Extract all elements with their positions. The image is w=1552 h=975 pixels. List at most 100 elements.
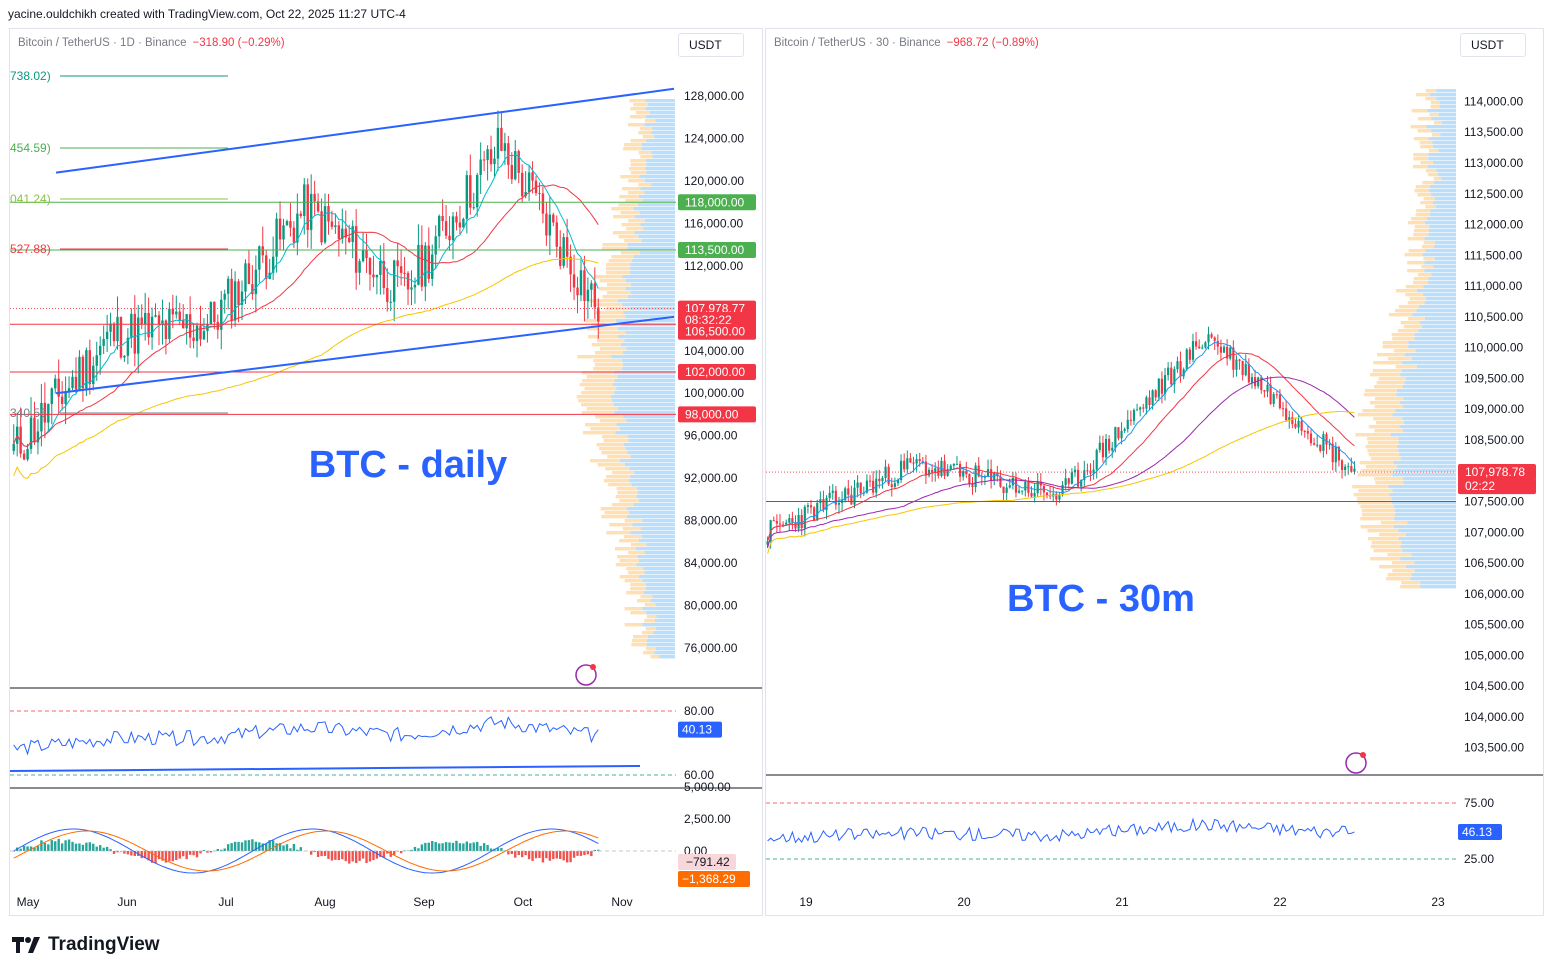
volume-profile-bar-down (642, 519, 675, 523)
candle-body (548, 214, 552, 236)
volume-profile-bar-up (1368, 453, 1400, 457)
candle-body (859, 482, 862, 494)
volume-profile-bar-down (626, 419, 675, 423)
macd-histogram-bar (562, 851, 565, 861)
volume-profile-bar-down (1391, 497, 1456, 501)
candle-body (1309, 433, 1313, 444)
volume-profile-bar-down (627, 243, 675, 247)
left-chart-panel[interactable]: Bitcoin / TetherUS · 1D · Binance −318.90… (9, 28, 763, 916)
volume-profile-bar-down (641, 527, 675, 531)
rsi-line (767, 817, 1355, 844)
price-tag-label: 106,500.00 (685, 325, 745, 339)
candle-body (57, 378, 60, 397)
volume-profile-bar-up (611, 503, 635, 507)
price-tag (678, 194, 756, 211)
volume-profile-bar-up (638, 131, 652, 135)
volume-profile-bar-up (608, 259, 632, 263)
volume-profile-bar-up (638, 183, 652, 187)
price-tag-label: 102,000.00 (685, 365, 745, 379)
candle-body (1244, 364, 1247, 376)
tradingview-logo[interactable]: TradingView (12, 934, 160, 956)
left-chart-svg[interactable]: 128,000.00 124,000.00 120,000.00 116,000.00… (10, 29, 762, 915)
volume-profile-bar-up (1429, 113, 1439, 117)
right-chart-svg[interactable]: 114,000.00 113,500.00 113,000.00 112,500.00… (766, 29, 1543, 915)
time-axis-label: Aug (314, 895, 335, 909)
volume-profile-bar-up (641, 631, 654, 635)
candle-body (147, 312, 150, 338)
macd-histogram-bar (593, 849, 597, 851)
macd-histogram-bar (534, 851, 538, 859)
volume-profile-bar-up (595, 415, 624, 419)
candle-body (1142, 407, 1145, 409)
macd-histogram-bar (441, 843, 444, 851)
volume-profile-bar-down (611, 355, 675, 359)
volume-profile-bar-up (1395, 365, 1417, 369)
volume-profile-bar-down (634, 471, 675, 475)
macd-histogram-bar (465, 841, 469, 851)
volume-profile-bar-down (639, 175, 675, 179)
macd-histogram-bar (99, 845, 102, 851)
candle-body (320, 211, 323, 243)
volume-profile-bar-down (1412, 313, 1456, 317)
macd-histogram-bar (354, 851, 358, 864)
volume-profile-bar-up (602, 295, 628, 299)
volume-profile-bar-up (630, 543, 647, 547)
price-axis-label: 106,000.00 (1464, 587, 1524, 601)
macd-histogram-bar (195, 851, 199, 858)
volume-profile-bar-down (627, 435, 675, 439)
volume-profile-bar-down (1423, 285, 1456, 289)
candle-body (47, 404, 50, 423)
candle-body (496, 127, 500, 159)
candle-body (296, 213, 299, 243)
right-currency-button[interactable]: USDT (1460, 33, 1526, 57)
candle-body (1117, 427, 1120, 439)
candle-body (510, 164, 514, 180)
macd-histogram-bar (309, 851, 313, 855)
volume-profile-bar-down (1402, 477, 1456, 481)
volume-profile-bar-up (586, 299, 618, 303)
price-tag-label: 08:32:22 (685, 313, 732, 327)
candle-body (244, 263, 247, 292)
volume-profile-bar-down (655, 627, 675, 631)
volume-profile-bar-up (1365, 389, 1397, 393)
candle-body (240, 291, 244, 305)
volume-profile-bar-up (1369, 401, 1401, 405)
candle-body (958, 463, 962, 477)
left-currency-button[interactable]: USDT (678, 33, 744, 57)
macd-histogram-bar (285, 844, 289, 851)
time-axis-label: Nov (611, 895, 632, 909)
volume-profile-bar-up (1365, 465, 1398, 469)
candle-body (271, 256, 275, 273)
macd-histogram-bar (233, 841, 237, 851)
volume-profile-bar-down (1402, 385, 1456, 389)
macd-histogram-bar (54, 841, 57, 851)
volume-profile-bar-up (585, 423, 617, 427)
volume-profile-bar-down (637, 491, 675, 495)
candle-body (1080, 480, 1083, 487)
volume-profile-bar-down (638, 195, 675, 199)
volume-profile-bar-up (645, 647, 657, 651)
volume-profile-bar-up (605, 467, 630, 471)
volume-profile-bar-up (604, 511, 630, 515)
volume-profile-bar-up (606, 283, 631, 287)
candle-body (1281, 408, 1285, 410)
macd-histogram-bar (361, 851, 365, 859)
candle-body (1291, 417, 1294, 425)
candle-body (1167, 367, 1170, 376)
candle-body (1185, 349, 1188, 370)
volume-profile-bar-up (628, 179, 645, 183)
candle-body (209, 301, 213, 325)
volume-profile-bar-down (630, 475, 675, 479)
macd-histogram-bar (323, 851, 327, 856)
volume-profile-bar-down (1428, 277, 1456, 281)
volume-profile-bar-up (640, 595, 653, 599)
candle-body (237, 281, 240, 305)
candle-body (1238, 359, 1241, 361)
volume-profile-bar-down (1398, 441, 1456, 445)
candle-body (451, 216, 455, 241)
macd-histogram-bar (579, 851, 583, 856)
volume-profile-bar-up (581, 371, 615, 375)
right-chart-panel[interactable]: Bitcoin / TetherUS · 30 · Binance −968.72… (765, 28, 1544, 916)
volume-profile-bar-up (1411, 109, 1428, 113)
time-axis-label: Oct (514, 895, 533, 909)
